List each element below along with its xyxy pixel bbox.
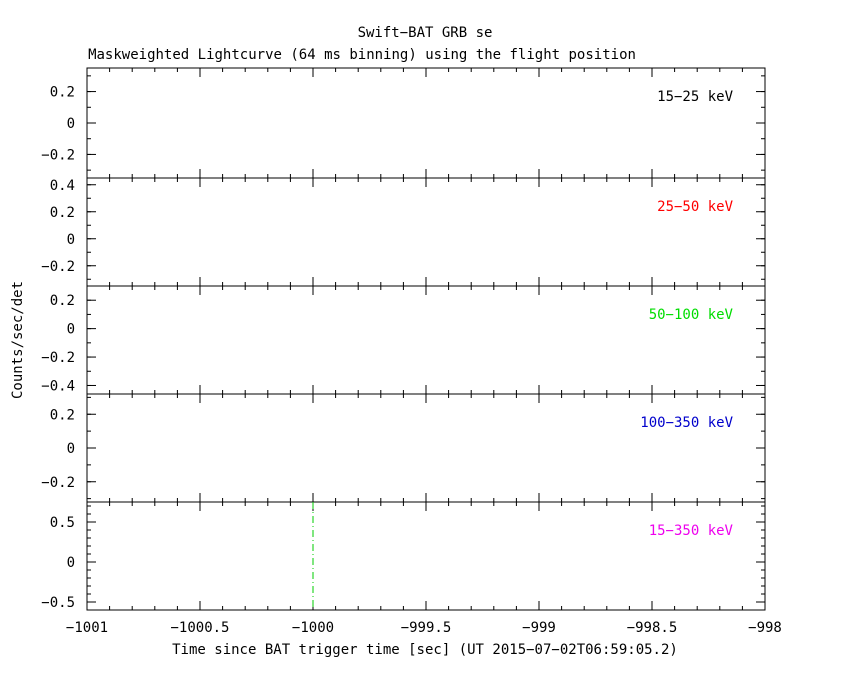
panel-2-y-tick-label: −0.2	[41, 259, 75, 275]
panel-3-y-tick-label: 0.2	[50, 293, 75, 309]
panel-3-band-label: 50−100 keV	[649, 307, 734, 323]
panels-group: 0.2 0 −0.2 15−25 keV 0.4 0.2 0 −0.2 25−50 keV 0.2…	[41, 67, 782, 636]
panel-3-y-tick-label: 0	[67, 322, 75, 338]
panel-4-y-tick-label: 0	[67, 441, 75, 457]
x-tick-label: −998.5	[627, 620, 678, 636]
x-tick-label: −1000	[292, 620, 334, 636]
x-tick-label: −1000.5	[170, 620, 229, 636]
panel-3-y-tick-label: −0.4	[41, 378, 75, 394]
panel-4-band-label: 100−350 keV	[640, 415, 733, 431]
panel-1-y-tick-label: −0.2	[41, 147, 75, 163]
panel-4-y-tick-label: −0.2	[41, 475, 75, 491]
panel-2-frame	[86, 177, 766, 287]
panel-5-y-tick-label: 0.5	[50, 515, 75, 531]
y-axis-label: Counts/sec/det	[10, 281, 26, 399]
chart-title: Swift−BAT GRB se	[358, 25, 493, 41]
panel-2-y-tick-label: 0.2	[50, 205, 75, 221]
x-axis-label: Time since BAT trigger time [sec] (UT 20…	[172, 642, 678, 658]
x-tick-label: −999.5	[401, 620, 452, 636]
x-tick-label: −1001	[66, 620, 108, 636]
panel-1-y-tick-label: 0.2	[50, 85, 75, 101]
panel-3-frame	[86, 285, 766, 395]
panel-4-frame	[86, 393, 766, 503]
panel-5-y-tick-label: −0.5	[41, 595, 75, 611]
panel-5-frame	[86, 501, 766, 611]
panel-1-band-label: 15−25 keV	[657, 89, 733, 105]
panel-2-y-tick-label: 0.4	[50, 178, 75, 194]
x-tick-label: −998	[748, 620, 782, 636]
chart-subtitle: Maskweighted Lightcurve (64 ms binning) …	[88, 47, 636, 63]
panel-2-band-label: 25−50 keV	[657, 199, 733, 215]
x-tick-label: −999	[522, 620, 556, 636]
panel-3-y-tick-label: −0.2	[41, 350, 75, 366]
panel-5-band-label: 15−350 keV	[649, 523, 734, 539]
panel-5-y-tick-label: 0	[67, 555, 75, 571]
panel-1-y-tick-label: 0	[67, 116, 75, 132]
panel-2-y-tick-label: 0	[67, 232, 75, 248]
panel-4-y-tick-label: 0.2	[50, 407, 75, 423]
panel-1-frame	[86, 67, 766, 179]
